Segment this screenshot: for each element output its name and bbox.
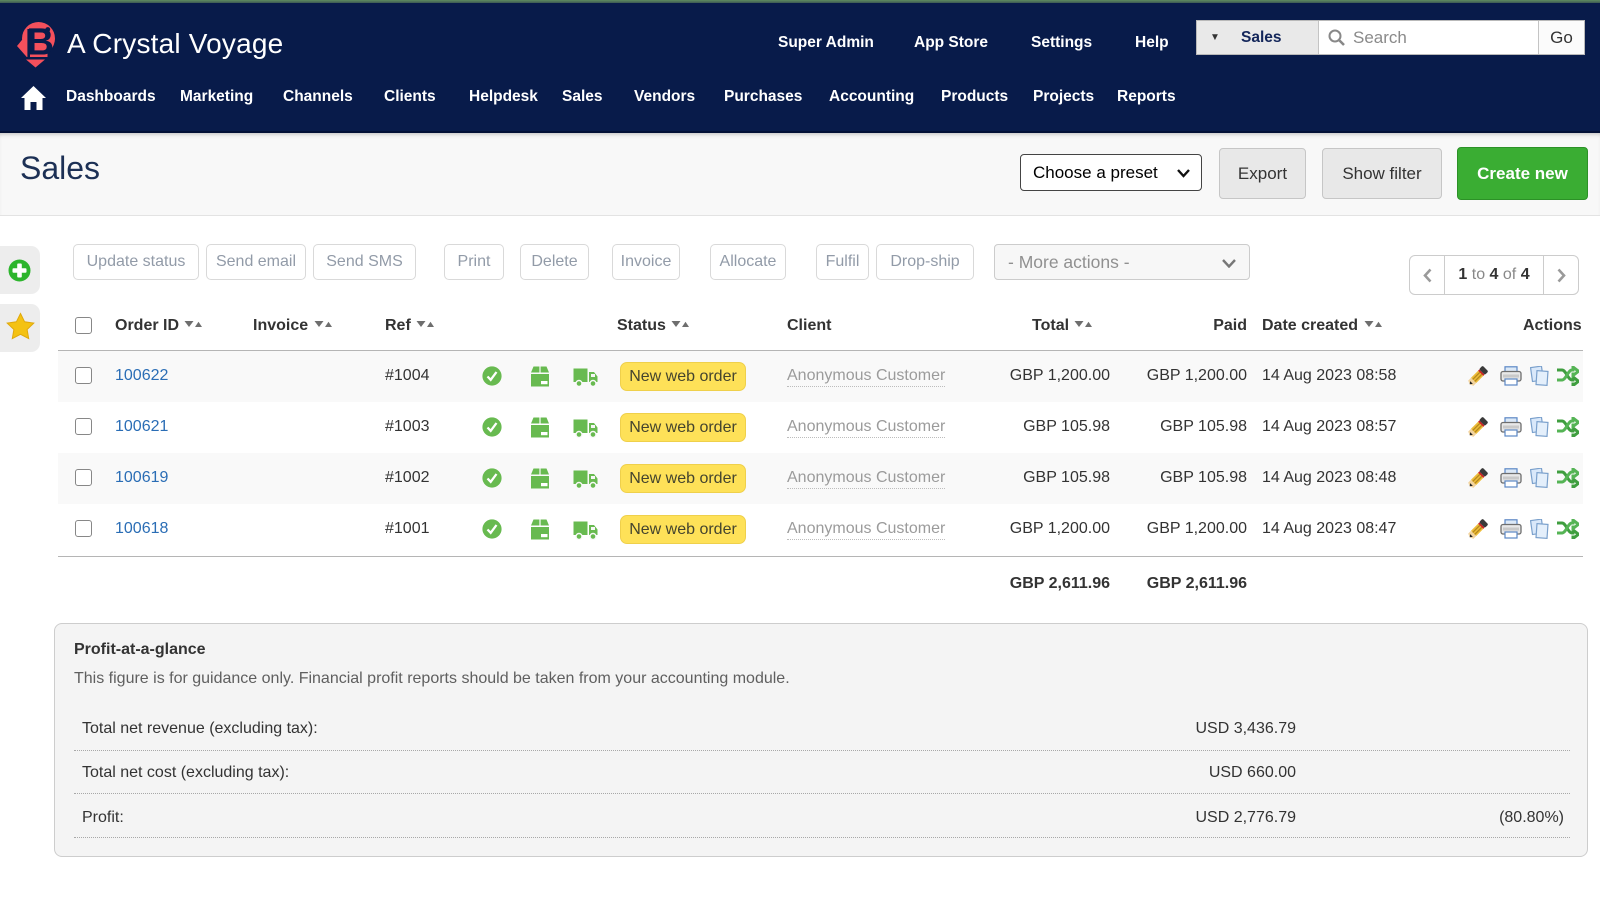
svg-text:B: B	[27, 22, 54, 64]
